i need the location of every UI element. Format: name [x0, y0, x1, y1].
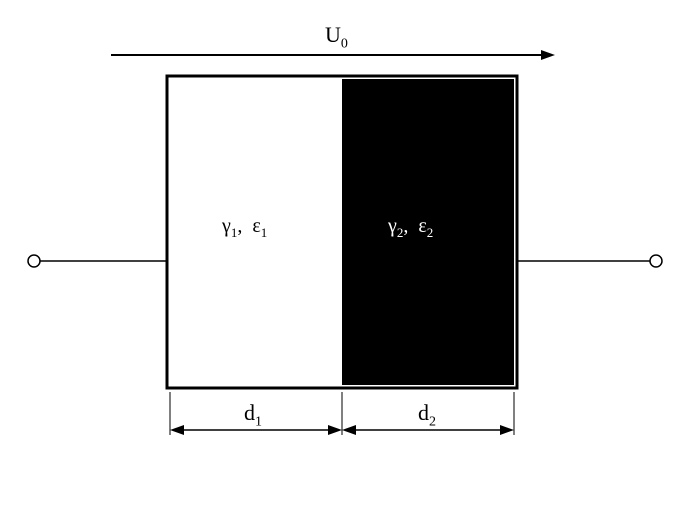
voltage-label: U0 [325, 22, 348, 52]
capacitor-diagram: U0 γ1, ε1 γ2, ε2 d1 d2 [0, 0, 689, 510]
sep-1: , [237, 215, 252, 237]
gamma-1: γ [222, 215, 231, 237]
dimension-d1-label: d1 [244, 400, 262, 430]
dimension-d2-label: d2 [418, 400, 436, 430]
eps-1: ε [252, 215, 260, 237]
eps-2: ε [418, 215, 426, 237]
sep-2: , [403, 215, 418, 237]
voltage-symbol: U [325, 22, 341, 47]
voltage-subscript: 0 [341, 36, 348, 51]
diagram-svg [0, 0, 689, 510]
d1-subscript: 1 [255, 414, 262, 429]
material-1-label: γ1, ε1 [222, 215, 267, 241]
d1-symbol: d [244, 400, 255, 425]
d2-symbol: d [418, 400, 429, 425]
material-2-label: γ2, ε2 [388, 215, 433, 241]
gamma-2: γ [388, 215, 397, 237]
d2-subscript: 2 [429, 414, 436, 429]
